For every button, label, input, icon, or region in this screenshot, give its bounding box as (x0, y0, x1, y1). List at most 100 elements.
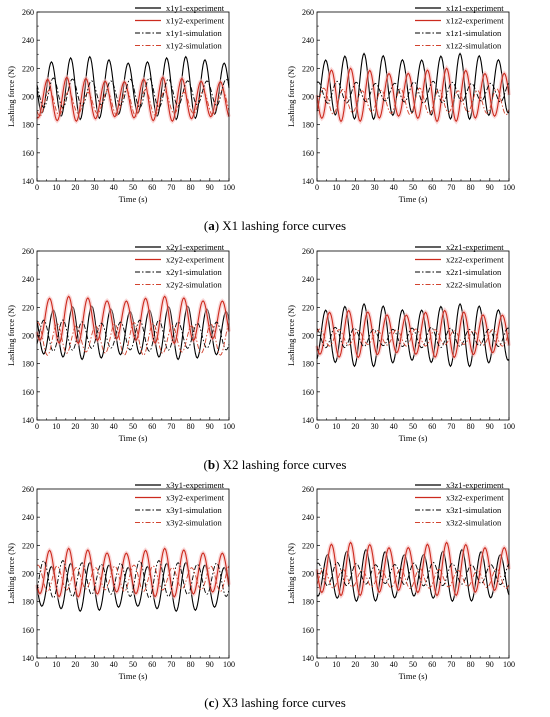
y-tick-label: 180 (22, 121, 34, 130)
x-tick-label: 50 (409, 183, 417, 192)
caption-c-text: X3 lashing force curves (218, 695, 346, 710)
y-axis-label: Lashing force (N) (6, 66, 16, 127)
x-tick-label: 30 (371, 183, 379, 192)
x-tick-label: 10 (52, 183, 60, 192)
y-tick-label: 140 (302, 177, 314, 186)
x-tick-label: 60 (428, 660, 436, 669)
x-tick-label: 100 (223, 660, 235, 669)
series-line-x2z1-experiment (316, 302, 510, 368)
x-tick-label: 70 (167, 660, 175, 669)
x-axis-label: Time (s) (119, 671, 148, 681)
x-tick-label: 70 (447, 183, 455, 192)
y-axis-label: Lashing force (N) (6, 543, 16, 604)
x-tick-label: 30 (91, 183, 99, 192)
y-tick-label: 160 (22, 149, 34, 158)
x-tick-label: 100 (503, 183, 515, 192)
x-tick-label: 70 (167, 422, 175, 431)
x-tick-label: 100 (503, 422, 515, 431)
series-line-x1y1-simulation (36, 77, 230, 109)
y-tick-label: 180 (302, 598, 314, 607)
x-tick-label: 80 (187, 183, 195, 192)
legend: x2z1-experiment x2z2-experiment x2z1-simul… (415, 242, 504, 290)
y-tick-label: 240 (302, 36, 314, 45)
y-tick-label: 220 (22, 541, 34, 550)
y-tick-label: 200 (302, 570, 314, 579)
x-axis-label: Time (s) (119, 194, 148, 204)
chart-panel-1: 140 160 180 200 220 240 260 0 10 20 30 40 50 60 70 80 90… (6, 3, 235, 204)
x-tick-label: 60 (148, 660, 156, 669)
chart-panel-2: 140 160 180 200 220 240 260 0 10 20 30 40 50 60 70 80 90… (286, 3, 515, 204)
x-tick-label: 90 (206, 183, 214, 192)
y-tick-label: 200 (302, 93, 314, 102)
y-axis-label: Lashing force (N) (286, 543, 296, 604)
x-tick-label: 100 (223, 422, 235, 431)
y-tick-label: 160 (22, 388, 34, 397)
y-tick-label: 200 (22, 570, 34, 579)
y-tick-label: 260 (302, 485, 314, 494)
y-tick-label: 240 (22, 36, 34, 45)
x-tick-label: 90 (486, 422, 494, 431)
y-axis-label: Lashing force (N) (6, 305, 16, 366)
legend-label-x3z1-simulation: x3z1-simulation (446, 505, 502, 515)
x-tick-label: 50 (409, 660, 417, 669)
series-line-x3y2-simulation (36, 564, 230, 593)
legend: x2y1-experiment x2y2-experiment x2y1-simul… (135, 242, 225, 290)
caption-a-text: X1 lashing force curves (219, 218, 347, 233)
y-tick-label: 160 (302, 388, 314, 397)
x-tick-label: 20 (351, 660, 359, 669)
y-tick-label: 220 (302, 541, 314, 550)
legend-label-x2y1-simulation: x2y1-simulation (166, 267, 222, 277)
y-tick-label: 140 (22, 177, 34, 186)
legend-label-x1z2-experiment: x1z2-experiment (446, 16, 504, 26)
x-tick-label: 40 (110, 183, 118, 192)
y-tick-label: 240 (22, 275, 34, 284)
x-tick-label: 60 (148, 422, 156, 431)
y-tick-label: 180 (22, 598, 34, 607)
y-tick-label: 260 (22, 485, 34, 494)
legend-label-x1z1-simulation: x1z1-simulation (446, 28, 502, 38)
y-tick-label: 180 (22, 360, 34, 369)
series-line-x1y2-simulation (36, 89, 230, 117)
x-tick-label: 0 (315, 660, 319, 669)
y-tick-label: 220 (22, 303, 34, 312)
legend-label-x3y1-experiment: x3y1-experiment (166, 480, 225, 490)
y-tick-label: 220 (302, 64, 314, 73)
x-tick-label: 40 (110, 422, 118, 431)
x-tick-label: 90 (206, 660, 214, 669)
legend-label-x2z2-experiment: x2z2-experiment (446, 255, 504, 265)
caption-c-letter: c (208, 695, 215, 710)
x-axis-label: Time (s) (119, 433, 148, 443)
x-tick-label: 100 (223, 183, 235, 192)
chart-panel-3: 140 160 180 200 220 240 260 0 10 20 30 40 50 60 70 80 90… (6, 242, 235, 443)
chart-panel-5: 140 160 180 200 220 240 260 0 10 20 30 40 50 60 70 80 90… (6, 480, 235, 681)
caption-b-text: X2 lashing force curves (219, 457, 347, 472)
series-line-x1y2-experiment (36, 76, 230, 123)
y-tick-label: 200 (22, 332, 34, 341)
caption-c: (c) X3 lashing force curves (204, 695, 346, 710)
series-line-x1z1-simulation (316, 80, 510, 104)
legend-label-x2z1-experiment: x2z1-experiment (446, 242, 504, 252)
x-tick-label: 70 (447, 660, 455, 669)
series-line-x3z2-simulation (316, 567, 510, 590)
caption-a-letter: a (208, 218, 215, 233)
x-tick-label: 0 (315, 422, 319, 431)
y-tick-label: 220 (302, 303, 314, 312)
chart-panel-4: 140 160 180 200 220 240 260 0 10 20 30 40 50 60 70 80 90… (286, 242, 515, 443)
x-tick-label: 50 (129, 660, 137, 669)
y-tick-label: 240 (302, 275, 314, 284)
x-tick-label: 0 (315, 183, 319, 192)
legend: x1y1-experiment x1y2-experiment x1y1-simul… (135, 3, 225, 51)
series-line-x2z2-simulation (316, 328, 510, 347)
y-tick-label: 140 (302, 416, 314, 425)
legend: x1z1-experiment x1z2-experiment x1z1-simul… (415, 3, 504, 51)
x-tick-label: 60 (428, 422, 436, 431)
y-tick-label: 260 (302, 8, 314, 17)
x-tick-label: 10 (52, 660, 60, 669)
x-tick-label: 10 (332, 183, 340, 192)
legend-label-x3z2-experiment: x3z2-experiment (446, 493, 504, 503)
legend: x3z1-experiment x3z2-experiment x3z1-simul… (415, 480, 504, 528)
legend-label-x1y1-experiment: x1y1-experiment (166, 3, 225, 13)
x-tick-label: 80 (187, 660, 195, 669)
legend-label-x3z2-simulation: x3z2-simulation (446, 518, 502, 528)
y-tick-label: 140 (22, 654, 34, 663)
